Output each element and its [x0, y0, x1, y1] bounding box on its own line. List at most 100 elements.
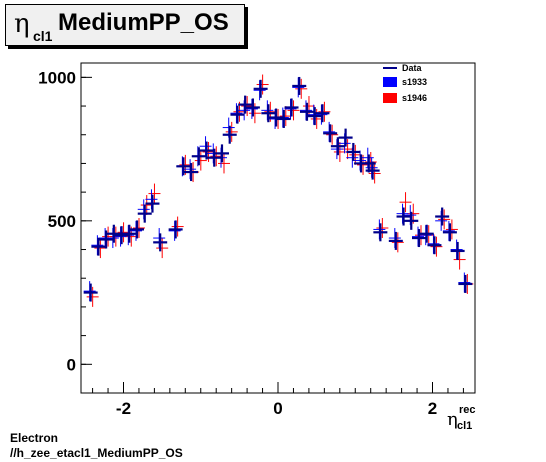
- data-point-data: [245, 98, 260, 117]
- data-point-s1946: [202, 141, 215, 162]
- data-point-s1946: [86, 286, 99, 307]
- data-point-s1946: [117, 222, 130, 243]
- data-point-data: [230, 105, 245, 124]
- x-label-superscript: rec: [459, 404, 476, 416]
- data-point-data: [315, 104, 330, 123]
- data-point-data: [338, 128, 353, 147]
- data-point-s1946: [399, 192, 412, 213]
- data-point-data: [292, 76, 307, 95]
- data-point-data: [91, 237, 106, 256]
- title-subscript: cl1: [33, 28, 53, 44]
- data-point-data: [184, 163, 199, 182]
- data-point-data: [238, 95, 253, 114]
- x-tick-label: 2: [428, 399, 437, 418]
- data-point-data: [168, 220, 183, 239]
- data-point-s1946: [430, 236, 443, 257]
- data-point-data: [199, 141, 214, 160]
- data-point-data: [176, 157, 191, 176]
- data-point-data: [419, 224, 434, 243]
- data-point-data: [83, 283, 98, 302]
- data-point-data: [153, 233, 168, 252]
- data-point-s1946: [171, 216, 184, 237]
- x-label-subscript: cl1: [457, 420, 473, 432]
- data-point-data: [427, 236, 442, 255]
- data-point-data: [299, 102, 314, 121]
- data-point-s1946: [295, 78, 308, 99]
- data-point-s1946: [217, 153, 230, 174]
- data-point-data: [130, 220, 145, 239]
- data-point-s1946: [241, 96, 254, 117]
- data-point-s1946: [318, 101, 331, 122]
- data-point-s1946: [133, 218, 146, 238]
- data-point-s1946: [256, 74, 269, 95]
- data-point-data: [323, 124, 338, 143]
- chart-title: MediumPP_OS: [58, 9, 229, 36]
- data-point-s1946: [391, 232, 404, 253]
- data-point-data: [145, 194, 160, 213]
- data-point-data: [404, 211, 419, 230]
- x-tick-label: 0: [273, 399, 282, 418]
- data-point-data: [122, 224, 137, 243]
- data-point-s1946: [279, 106, 292, 127]
- legend-label: s1933: [402, 77, 427, 87]
- data-point-data: [346, 142, 361, 161]
- data-point-s1946: [357, 154, 370, 175]
- legend-label: s1946: [402, 93, 427, 103]
- legend: Data s1933 s1946: [383, 63, 427, 103]
- data-point-s1946: [156, 238, 169, 259]
- data-point-data: [396, 207, 411, 226]
- legend-box-swatch: [383, 77, 397, 87]
- title-box: η cl1 MediumPP_OS: [5, 4, 245, 46]
- data-point-data: [284, 98, 299, 117]
- data-point-s1946: [333, 141, 346, 162]
- data-point-s1946: [148, 183, 161, 204]
- x-tick-label: -2: [116, 399, 131, 418]
- footer-line2: //h_zee_etacl1_MediumPP_OS: [10, 446, 183, 460]
- data-point-s1946: [210, 146, 223, 167]
- data-point-data: [114, 226, 129, 245]
- data-point-s1946: [140, 195, 153, 216]
- x-label-eta: η: [447, 409, 458, 430]
- data-point-data: [442, 223, 457, 242]
- legend-entry-s1946: s1946: [383, 93, 427, 103]
- data-point-data: [307, 107, 322, 126]
- data-point-data: [99, 230, 114, 249]
- data-point-data: [373, 223, 388, 242]
- data-point-s1946: [376, 218, 389, 238]
- data-point-s1946: [302, 96, 315, 117]
- data-point-s1946: [225, 121, 238, 142]
- legend-entry-s1933: s1933: [383, 77, 427, 87]
- data-point-s1946: [287, 100, 300, 121]
- y-tick-label: 0: [67, 355, 76, 374]
- data-point-s1946: [194, 150, 207, 171]
- data-point-data: [261, 104, 276, 123]
- data-point-data: [276, 109, 291, 128]
- data-point-data: [330, 137, 345, 156]
- data-point-data: [191, 147, 206, 166]
- data-point-data: [214, 144, 229, 163]
- legend-box-swatch: [383, 93, 397, 103]
- title-eta-symbol: η: [14, 9, 30, 39]
- legend-entry-data: Data: [383, 63, 423, 73]
- data-point-data: [137, 204, 152, 223]
- data-point-data: [450, 241, 465, 260]
- data-point-s1946: [438, 209, 451, 230]
- data-point-s1946: [341, 139, 354, 160]
- data-point-data: [253, 79, 268, 98]
- data-point-data: [269, 108, 284, 127]
- data-point-data: [388, 231, 403, 250]
- x-axis-label: η rec cl1: [447, 404, 487, 436]
- data-point-data: [458, 274, 473, 293]
- data-point-s1946: [326, 124, 339, 145]
- footer-line1: Electron: [10, 431, 59, 445]
- y-tick-label: 1000: [38, 68, 76, 87]
- data-point-s1946: [445, 219, 458, 240]
- data-point-data: [106, 224, 121, 243]
- data-point-data: [411, 229, 426, 248]
- data-point-s1946: [368, 163, 381, 184]
- data-point-s1946: [94, 238, 107, 259]
- data-point-s1946: [453, 249, 466, 270]
- data-point-s1946: [349, 144, 362, 165]
- y-tick-label: 500: [48, 212, 76, 231]
